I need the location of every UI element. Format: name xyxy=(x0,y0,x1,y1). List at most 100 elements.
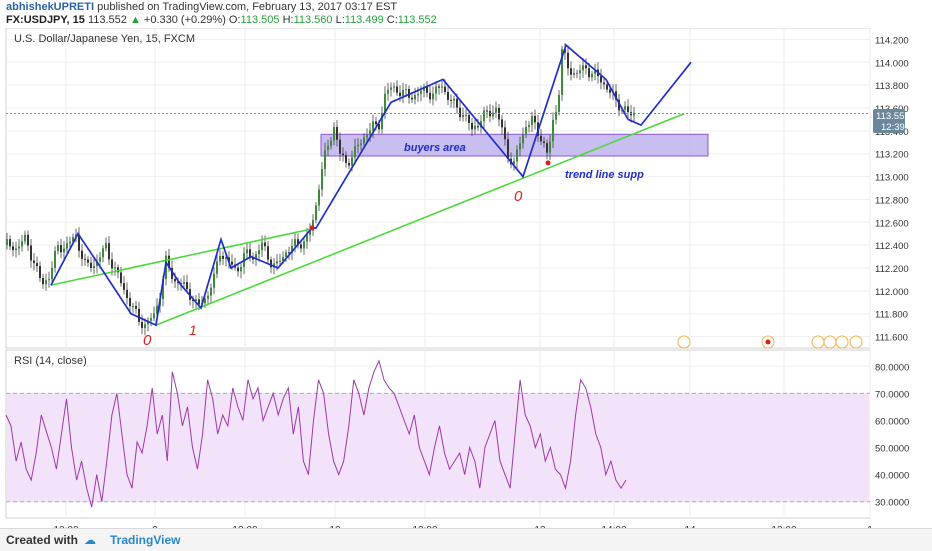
candle xyxy=(384,93,386,113)
candle xyxy=(291,245,293,253)
candle xyxy=(579,70,581,73)
candle xyxy=(441,86,443,88)
candle xyxy=(471,122,473,130)
candle xyxy=(192,299,194,301)
author-name[interactable]: abhishekUPRETI xyxy=(6,1,95,13)
cloud-icon: ☁ xyxy=(84,533,96,547)
support-lines[interactable] xyxy=(50,112,685,326)
candle xyxy=(93,265,95,269)
flag-icon[interactable] xyxy=(823,335,837,349)
candle xyxy=(195,299,197,301)
candle xyxy=(474,126,476,130)
event-icons[interactable] xyxy=(677,335,863,349)
candle xyxy=(468,114,470,123)
candle xyxy=(615,91,617,100)
candle xyxy=(540,135,542,142)
candle xyxy=(501,119,503,128)
candle xyxy=(567,52,569,69)
candle xyxy=(381,112,383,130)
price-badge-time: 12:39 xyxy=(881,122,905,133)
price-axis[interactable]: 114.200114.000113.800113.600113.400113.2… xyxy=(875,35,909,343)
candle xyxy=(582,65,584,71)
candle xyxy=(342,153,344,156)
candle xyxy=(108,243,110,260)
high-label: H: xyxy=(282,14,294,26)
candle xyxy=(465,114,467,116)
tradingview-link[interactable]: TradingView xyxy=(110,533,181,547)
candle xyxy=(495,107,497,113)
flag-icon[interactable] xyxy=(849,335,863,349)
candle xyxy=(84,258,86,260)
candle xyxy=(627,106,629,113)
candle xyxy=(27,234,29,246)
candle xyxy=(435,86,437,94)
flag-icon[interactable] xyxy=(811,335,825,349)
candle xyxy=(111,259,113,269)
candle xyxy=(267,246,269,260)
candle xyxy=(366,134,368,138)
time-axis[interactable]: 12:00 9 12:00 10 12:00 13 14:00 14 12:00 1 xyxy=(53,525,873,528)
candle xyxy=(534,115,536,123)
flag-icon[interactable] xyxy=(677,335,691,349)
flag-icon[interactable] xyxy=(835,335,849,349)
candle xyxy=(528,125,530,128)
candle xyxy=(507,139,509,159)
rsi-tick: 70.0000 xyxy=(875,389,909,400)
candle xyxy=(276,261,278,264)
rsi-axis[interactable]: 80.0000 70.0000 60.0000 50.0000 40.0000 30.00… xyxy=(875,362,909,508)
candle xyxy=(9,239,11,247)
projection-line[interactable] xyxy=(627,61,692,127)
candle xyxy=(447,91,449,100)
candle xyxy=(516,149,518,162)
candle xyxy=(72,237,74,242)
rsi-tick: 50.0000 xyxy=(875,444,909,455)
candle xyxy=(150,318,152,321)
created-with-label: Created with xyxy=(6,533,79,547)
candle xyxy=(51,267,53,280)
candle xyxy=(345,155,347,163)
price-tick: 111.800 xyxy=(875,310,908,321)
last-price: 113.552 xyxy=(87,14,127,26)
support-line[interactable] xyxy=(50,227,317,286)
price-tick: 113.000 xyxy=(875,173,909,184)
buyers-area-zone[interactable] xyxy=(320,133,709,157)
candle xyxy=(156,305,158,314)
candle xyxy=(255,254,257,260)
candle xyxy=(147,320,149,325)
candle xyxy=(177,281,179,284)
candle xyxy=(618,99,620,111)
candle xyxy=(120,272,122,284)
zigzag-line[interactable] xyxy=(50,43,629,327)
buyers-area-label: buyers area xyxy=(404,142,466,154)
candle xyxy=(303,241,305,249)
rsi-tick: 80.0000 xyxy=(875,362,909,373)
footer: Created with ☁ TradingView xyxy=(0,528,932,551)
chart-svg[interactable]: 114.200114.000113.800113.600113.400113.2… xyxy=(0,28,932,528)
candle xyxy=(459,107,461,118)
candle xyxy=(333,126,335,141)
candle xyxy=(63,248,65,253)
up-triangle-icon: ▲ xyxy=(129,14,141,26)
candle xyxy=(129,297,131,307)
candle xyxy=(405,88,407,90)
price-pane[interactable] xyxy=(5,28,871,349)
candle xyxy=(543,141,545,144)
candle xyxy=(213,273,215,288)
candle xyxy=(414,95,416,100)
support-line[interactable] xyxy=(155,112,685,326)
candle xyxy=(237,267,239,272)
candle xyxy=(444,86,446,92)
candle xyxy=(96,261,98,266)
candle xyxy=(399,92,401,97)
candle xyxy=(402,89,404,97)
candle xyxy=(279,260,281,262)
candle xyxy=(486,110,488,112)
candle xyxy=(12,246,14,251)
candle xyxy=(324,150,326,170)
candle xyxy=(21,241,23,247)
candle xyxy=(603,82,605,85)
candle xyxy=(126,289,128,298)
candle xyxy=(426,86,428,93)
candle xyxy=(54,250,56,268)
price-badge-value: 113.552 xyxy=(876,111,910,122)
